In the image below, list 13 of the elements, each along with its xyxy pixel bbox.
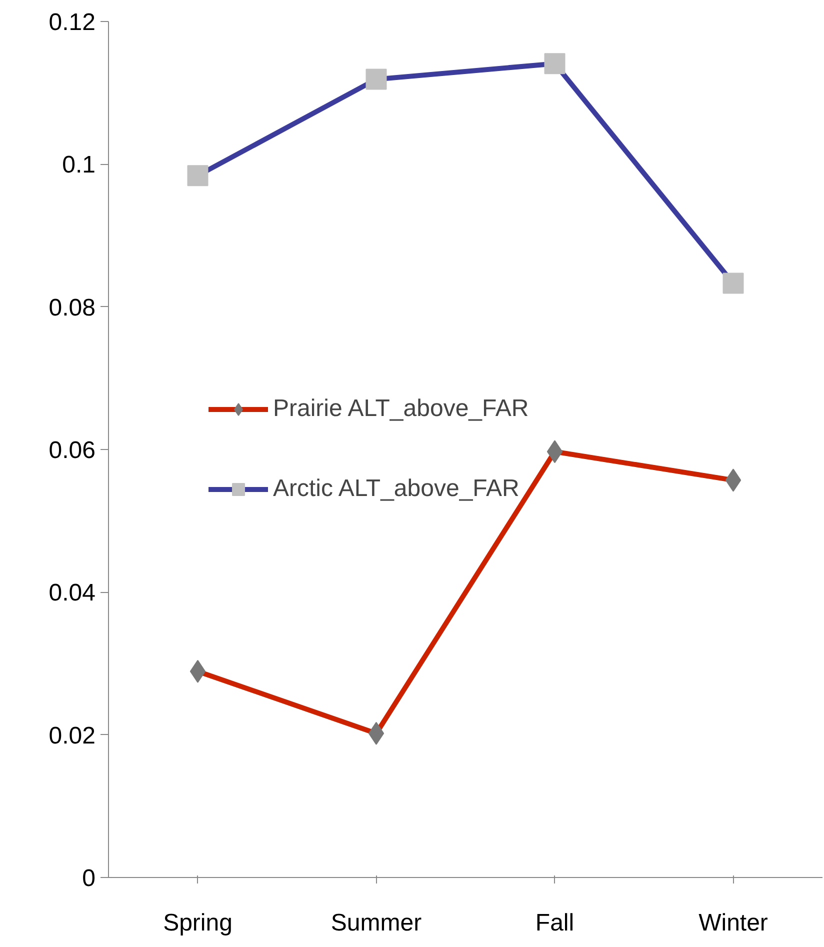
legend-label: Prairie ALT_above_FAR [273, 395, 529, 423]
y-tick-label: 0.04 [48, 580, 96, 607]
y-tick-label: 0 [82, 865, 96, 892]
x-tick-label: Spring [163, 910, 232, 936]
y-tick-label: 0.02 [48, 722, 96, 750]
legend-label: Arctic ALT_above_FAR [273, 475, 520, 503]
y-tick-label: 0.1 [62, 152, 96, 179]
y-tick-label: 0.08 [48, 294, 96, 322]
x-tick-label: Fall [535, 910, 574, 936]
x-tick-label: Winter [698, 910, 768, 936]
x-tick-label: Summer [330, 910, 422, 936]
y-tick-label: 0.12 [48, 9, 96, 36]
y-tick-label: 0.06 [48, 437, 96, 464]
